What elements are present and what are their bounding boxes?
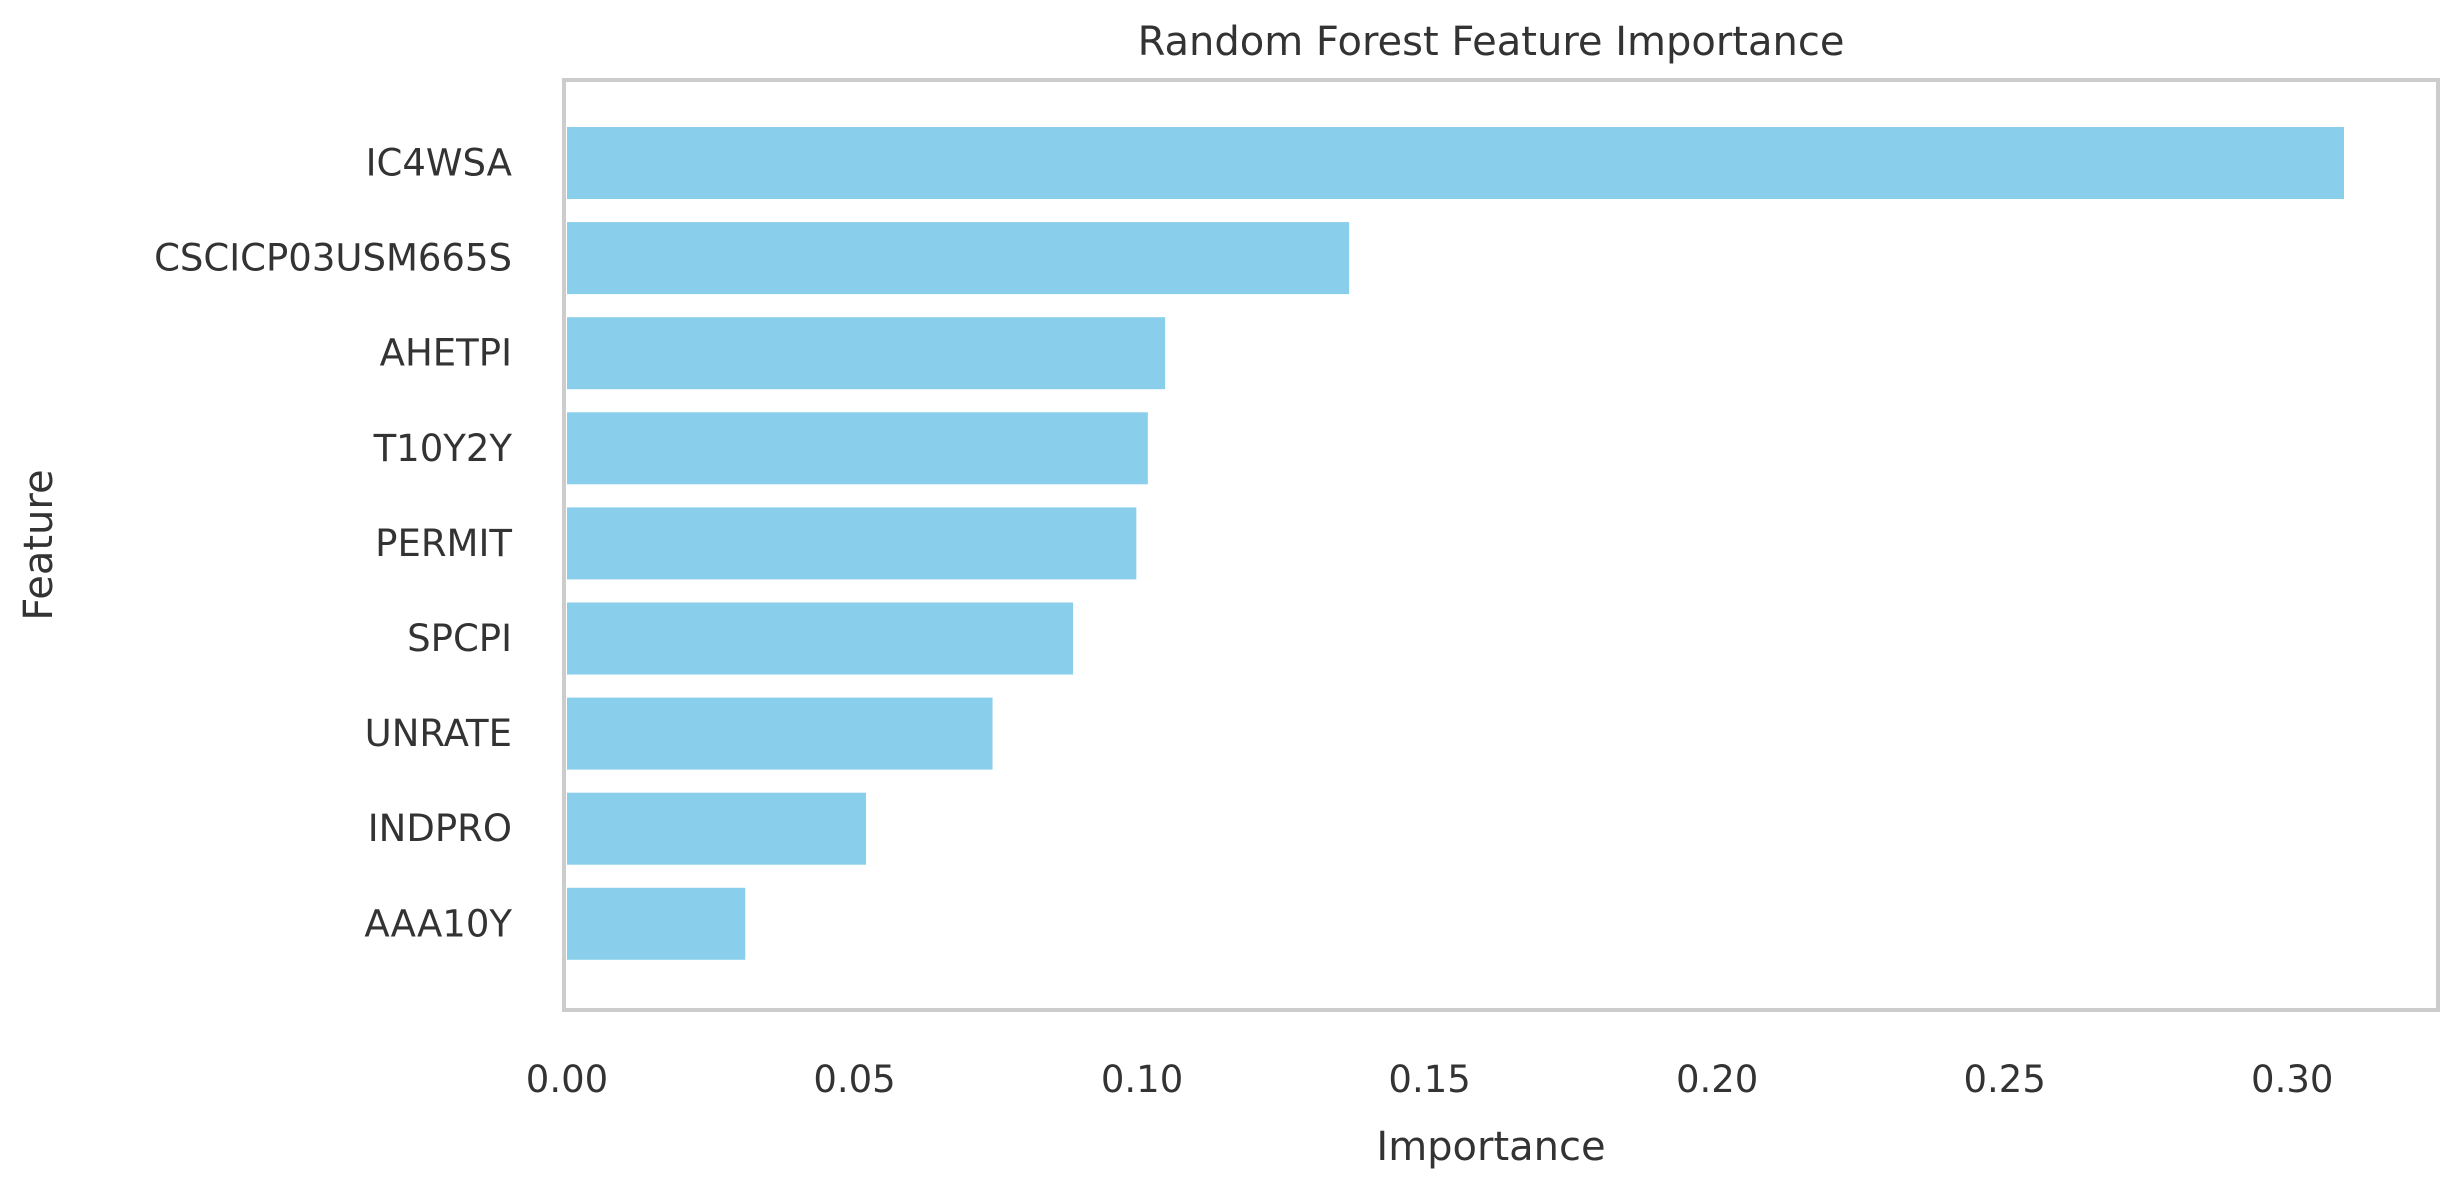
bar-spcpi (567, 602, 1074, 675)
x-tick-label: 0.30 (2251, 1058, 2333, 1101)
y-tick-labels: IC4WSA CSCICP03USM665S AHETPI T10Y2Y PERMIT S… (154, 142, 512, 946)
y-tick-label: PERMIT (375, 522, 512, 565)
x-tick-label: 0.20 (1676, 1058, 1758, 1101)
x-tick-label: 0.10 (1101, 1058, 1183, 1101)
y-tick-label: T10Y2Y (373, 427, 513, 470)
x-tick-labels: 0.00 0.05 0.10 0.15 0.20 0.25 0.30 (526, 1058, 2334, 1101)
y-tick-label: INDPRO (368, 807, 512, 850)
x-tick-label: 0.00 (526, 1058, 608, 1101)
bar-cscicp03usm665s (567, 222, 1350, 295)
chart-title: Random Forest Feature Importance (1138, 19, 1845, 65)
y-tick-label: CSCICP03USM665S (154, 237, 512, 280)
y-tick-label: UNRATE (365, 712, 512, 755)
y-axis-label: Feature (16, 469, 62, 620)
bar-unrate (567, 697, 993, 770)
x-tick-label: 0.25 (1963, 1058, 2045, 1101)
x-axis-label: Importance (1376, 1124, 1605, 1170)
bar-ic4wsa (567, 127, 2344, 199)
y-tick-label: SPCPI (407, 617, 512, 660)
bar-aaa10y (567, 887, 746, 960)
y-tick-label: IC4WSA (366, 142, 512, 185)
bar-permit (567, 507, 1137, 580)
bar-indpro (567, 792, 867, 865)
y-tick-label: AHETPI (380, 332, 512, 375)
bars-group (567, 127, 2344, 960)
x-tick-label: 0.15 (1388, 1058, 1470, 1101)
bar-t10y2y (567, 412, 1148, 485)
y-tick-label: AAA10Y (364, 902, 512, 945)
bar-ahetpi (567, 317, 1166, 390)
x-tick-label: 0.05 (813, 1058, 895, 1101)
